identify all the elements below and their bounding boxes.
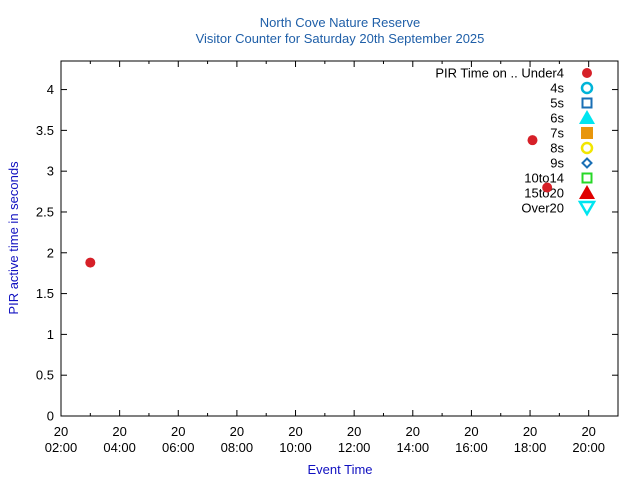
legend-label: 8s — [550, 141, 564, 156]
y-tick-label: 0.5 — [36, 368, 54, 383]
legend-label: 6s — [550, 111, 564, 126]
x-tick-label-time: 12:00 — [338, 440, 371, 455]
legend-marker-15to20 — [579, 185, 595, 199]
x-axis: 2002:002004:002006:002008:002010:002012:… — [45, 61, 605, 455]
data-points — [85, 135, 553, 268]
x-tick-label-time: 18:00 — [514, 440, 547, 455]
legend-label: 9s — [550, 156, 564, 171]
x-tick-label-day: 20 — [406, 424, 420, 439]
chart-title: North Cove Nature Reserve — [260, 15, 420, 30]
legend-marker-9s — [581, 157, 593, 169]
legend-label: Over20 — [521, 201, 564, 216]
legend-marker-7s — [581, 127, 593, 139]
x-tick-label-day: 20 — [347, 424, 361, 439]
y-axis: 0 0.5 1 1.5 2 2.5 3 3.5 4 — [36, 82, 618, 424]
plot-area-border — [60, 60, 619, 417]
y-axis-label: PIR active time in seconds — [6, 161, 21, 315]
legend-label: 15to20 — [524, 186, 564, 201]
legend-marker-over20 — [577, 200, 597, 217]
legend-marker-8s — [580, 141, 594, 155]
legend-marker-5s — [581, 97, 593, 109]
legend-label: PIR Time on .. Under4 — [435, 66, 564, 81]
x-tick-label-day: 20 — [171, 424, 185, 439]
data-point — [527, 135, 538, 146]
chart-subtitle: Visitor Counter for Saturday 20th Septem… — [196, 31, 485, 46]
y-tick-label: 3 — [47, 164, 54, 179]
x-tick-label-day: 20 — [230, 424, 244, 439]
legend-label: 4s — [550, 81, 564, 96]
y-tick-label: 2 — [47, 245, 54, 260]
y-tick-label: 1.5 — [36, 286, 54, 301]
legend-label: 7s — [550, 126, 564, 141]
x-tick-label-time: 06:00 — [162, 440, 195, 455]
x-tick-label-time: 04:00 — [103, 440, 136, 455]
x-tick-label-time: 10:00 — [279, 440, 312, 455]
y-tick-label: 1 — [47, 327, 54, 342]
x-tick-label-time: 14:00 — [397, 440, 430, 455]
legend: PIR Time on .. Under44s5s6s7s8s9s10to141… — [435, 66, 597, 217]
legend-marker-6s — [579, 110, 595, 124]
x-tick-label-time: 02:00 — [45, 440, 78, 455]
legend-marker-10to14 — [581, 172, 593, 184]
y-tick-label: 0 — [47, 409, 54, 424]
x-tick-label-day: 20 — [288, 424, 302, 439]
legend-marker-4s — [580, 81, 594, 95]
x-tick-label-time: 16:00 — [455, 440, 488, 455]
x-tick-label-day: 20 — [523, 424, 537, 439]
legend-label: 5s — [550, 96, 564, 111]
legend-label: 10to14 — [524, 171, 564, 186]
x-tick-label-day: 20 — [464, 424, 478, 439]
legend-marker-under4 — [582, 68, 592, 78]
x-axis-label: Event Time — [307, 462, 372, 477]
x-tick-label-day: 20 — [581, 424, 595, 439]
x-tick-label-day: 20 — [54, 424, 68, 439]
x-tick-label-day: 20 — [112, 424, 126, 439]
y-tick-label: 3.5 — [36, 123, 54, 138]
data-point — [542, 182, 553, 193]
x-tick-label-time: 20:00 — [572, 440, 605, 455]
y-tick-label: 4 — [47, 82, 54, 97]
x-tick-label-time: 08:00 — [221, 440, 254, 455]
data-point — [85, 257, 96, 268]
y-tick-label: 2.5 — [36, 204, 54, 219]
